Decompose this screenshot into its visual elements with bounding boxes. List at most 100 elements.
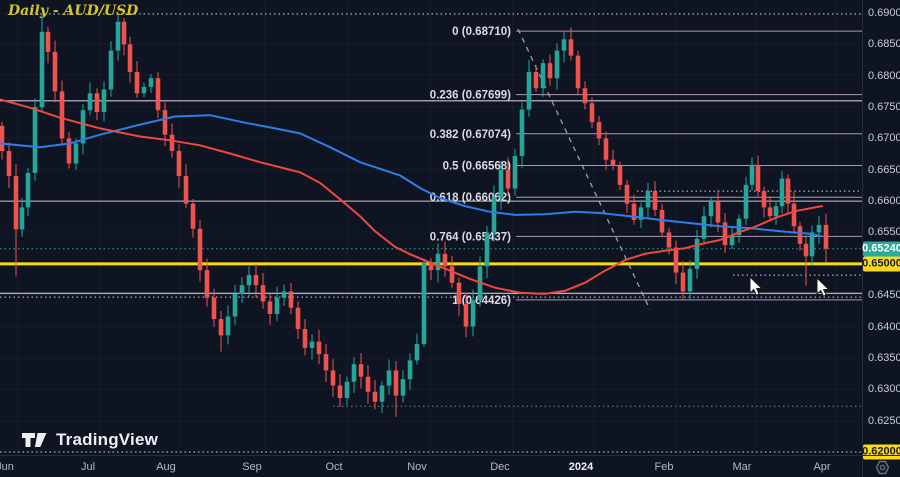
candle-body [295, 307, 301, 330]
candle-body [809, 232, 815, 257]
candle-body [127, 44, 133, 72]
candle-body [767, 207, 773, 217]
candle-body [379, 385, 385, 402]
candle-body [372, 391, 378, 402]
time-axis-label: Mar [732, 461, 752, 473]
mouse-cursor-icon [816, 276, 830, 297]
candle-body [246, 275, 252, 286]
time-axis-label: Jun [0, 461, 14, 473]
candle-body [779, 178, 785, 207]
candle-body [603, 138, 609, 160]
candle-body [631, 203, 637, 220]
candle-body [393, 370, 399, 396]
candle-body [652, 191, 658, 210]
time-axis[interactable]: Jun Jul Aug Sep Oct Nov Dec 2024 Feb Mar Apr [0, 455, 862, 477]
candle-body [108, 50, 114, 90]
candle-body [141, 86, 147, 94]
candle-body [344, 381, 350, 399]
candle-body [470, 300, 476, 327]
candle-body [281, 291, 287, 298]
candle-body [680, 272, 686, 292]
time-axis-label: Nov [407, 461, 427, 473]
candle-body [519, 109, 525, 156]
candle-body [610, 159, 616, 167]
candle-body [589, 103, 595, 123]
candle-body [803, 243, 809, 257]
candle-body [32, 107, 38, 173]
candle-body [659, 209, 665, 233]
candle-body [19, 207, 25, 230]
candle-body [645, 191, 651, 208]
candle-body [155, 78, 161, 111]
candle-body [302, 329, 308, 348]
candle-body [554, 50, 560, 79]
candle-body [267, 301, 273, 315]
dashed-trendline [517, 28, 651, 310]
candle-body [484, 232, 490, 267]
candle-body [722, 222, 728, 246]
candle-body [6, 150, 12, 177]
candle-body [101, 89, 107, 113]
candle-body [80, 110, 86, 144]
candle-body [761, 191, 767, 208]
time-axis-label: Apr [813, 461, 831, 473]
time-axis-label: 2024 [568, 461, 594, 473]
candle-body [358, 364, 364, 377]
ma-blue-line [0, 114, 823, 238]
candle-body [218, 319, 224, 336]
fib-level-label: 1 (0.64426) [452, 295, 511, 307]
price-scale-settings[interactable] [862, 455, 900, 477]
candle-body [797, 226, 803, 244]
candle-body [673, 247, 679, 273]
candle-body [121, 21, 127, 45]
candle-body [421, 262, 427, 345]
candle-body [94, 93, 100, 113]
ma-red-line [0, 98, 823, 295]
candle-body [169, 134, 175, 151]
tradingview-logo-icon [22, 433, 47, 447]
candle-body [435, 253, 441, 271]
candle-body [59, 91, 65, 139]
time-axis-label: Jul [80, 461, 96, 473]
candle-body [449, 266, 455, 283]
candle-body [52, 51, 58, 92]
candle-body [785, 178, 791, 204]
time-axis-label: Sep [242, 461, 262, 473]
candlestick-chart[interactable]: 0 (0.68710) 0.236 (0.67699) 0.382 (0.67074… [0, 0, 862, 455]
candle-body [463, 303, 469, 327]
candle-body [715, 201, 721, 223]
candle-body [316, 341, 322, 355]
candle-body [25, 172, 31, 208]
candle-body [701, 216, 707, 239]
candle-body [253, 275, 259, 286]
candle-body [561, 39, 567, 51]
last-price-badge[interactable]: 0.65240 [862, 241, 900, 257]
candle-body [791, 203, 797, 227]
candle-body [533, 71, 539, 89]
yellow-level-badge-065[interactable]: 0.65000 [862, 256, 900, 272]
candle-body [288, 291, 294, 308]
mouse-cursor-icon [749, 275, 763, 296]
candle-body [442, 253, 448, 267]
candle-body [749, 164, 755, 185]
candle-body [624, 184, 630, 204]
candle-body [330, 370, 336, 386]
candle-body [337, 385, 343, 399]
chart-plot-area[interactable]: 0 (0.68710) 0.236 (0.67699) 0.382 (0.67074… [0, 0, 862, 455]
candle-body [505, 169, 511, 189]
candle-body [232, 293, 238, 317]
candle-body [512, 155, 518, 189]
tradingview-watermark: TradingView [22, 430, 158, 450]
candle-body [575, 55, 581, 89]
candle-body [204, 270, 210, 298]
